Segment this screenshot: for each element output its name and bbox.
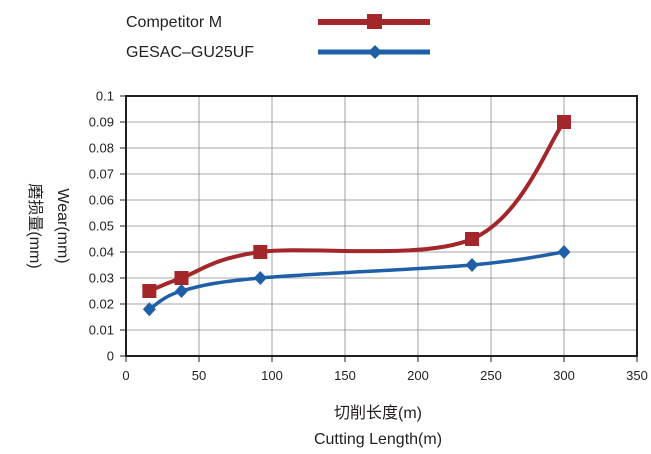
series-line: [147, 120, 566, 293]
y-tick-label: 0.07: [89, 167, 114, 182]
data-point-diamond: [142, 302, 156, 317]
y-tick-label: 0.04: [89, 245, 114, 260]
x-tick-label: 100: [261, 368, 283, 383]
y-tick-label: 0: [107, 349, 114, 364]
y-axis-title-cn: 磨损量(mm): [26, 183, 44, 268]
y-tick-label: 0.1: [96, 89, 114, 104]
legend-label-gesac: GESAC–GU25UF: [126, 44, 254, 61]
series-gesac: [142, 245, 571, 317]
x-tick-label: 350: [626, 368, 648, 383]
data-series: [142, 115, 571, 317]
y-tick-label: 0.06: [89, 193, 114, 208]
legend-marker-diamond-icon: [368, 45, 382, 59]
data-point-square: [142, 284, 157, 298]
y-tick-label: 0.01: [89, 323, 114, 338]
x-tick-label: 200: [407, 368, 429, 383]
y-tick-label: 0.05: [89, 219, 114, 234]
plot-frame: [125, 95, 638, 357]
y-tick-label: 0.08: [89, 141, 114, 156]
data-point-square: [465, 232, 480, 246]
tick-labels: 0 0.01 0.02 0.03 0.04 0.05 0.06 0.07 0.08 0.09 0.1…: [89, 89, 648, 384]
x-tick-label: 250: [480, 368, 502, 383]
legend-label-competitor-m: Competitor M: [126, 14, 222, 31]
legend-item-gesac: GESAC–GU25UF: [126, 44, 430, 61]
y-axis-title-cn-group: 磨损量(mm): [26, 183, 44, 268]
grid: [120, 95, 638, 362]
x-tick-label: 150: [334, 368, 356, 383]
x-axis-title-cn: 切削长度(m): [334, 404, 422, 422]
data-point-diamond: [174, 284, 188, 298]
data-point-diamond: [557, 245, 571, 259]
y-tick-label: 0.02: [89, 297, 114, 312]
x-tick-label: 300: [553, 368, 575, 383]
x-tick-label: 0: [122, 368, 129, 383]
y-tick-label: 0.09: [89, 115, 114, 130]
data-point-square: [174, 271, 189, 285]
x-tick-label: 50: [192, 368, 206, 383]
data-point-diamond: [465, 258, 479, 272]
data-point-square: [557, 115, 571, 129]
legend: Competitor M GESAC–GU25UF: [126, 14, 430, 61]
y-axis-title-en: Wear(mm): [54, 188, 71, 263]
series-competitor-m: [142, 115, 571, 298]
data-point-square: [253, 245, 268, 259]
series-line: [147, 250, 566, 311]
y-axis-title: Wear(mm): [54, 188, 71, 263]
legend-item-competitor-m: Competitor M: [126, 14, 430, 31]
x-axis-title-en: Cutting Length(m): [314, 431, 442, 448]
data-point-diamond: [253, 271, 267, 285]
y-tick-label: 0.03: [89, 271, 114, 286]
legend-marker-square-icon: [367, 14, 382, 29]
